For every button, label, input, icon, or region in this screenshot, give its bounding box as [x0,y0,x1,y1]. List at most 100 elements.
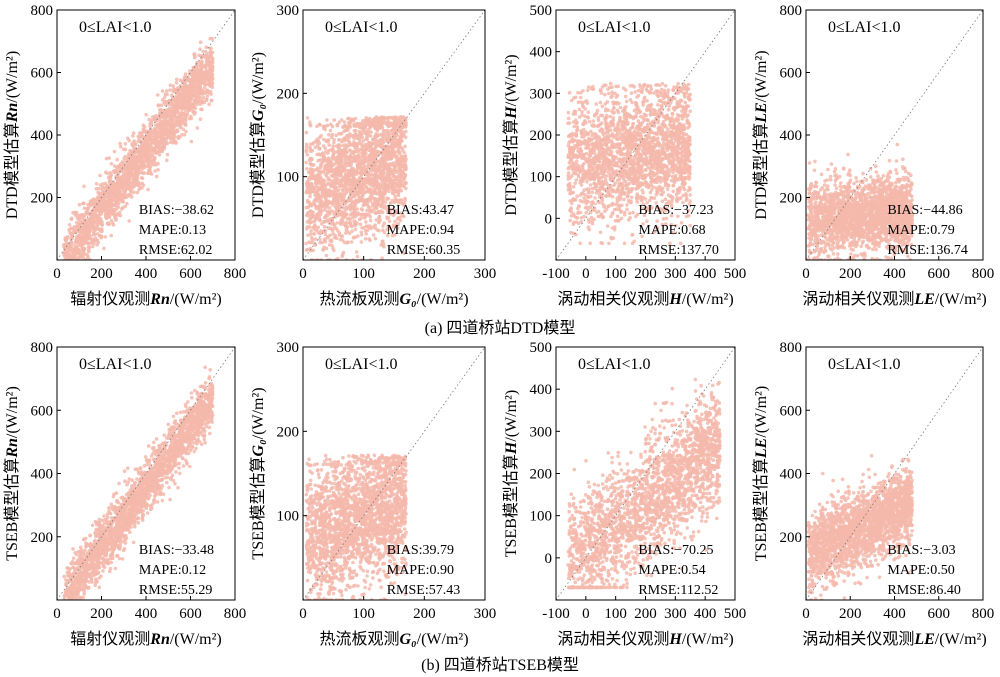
x-tick-label: 300 [474,266,497,282]
data-point [84,267,88,271]
y-tick-label: 200 [31,191,54,207]
data-point [147,165,152,169]
data-point [343,124,347,129]
data-point [566,171,571,175]
data-point [387,131,391,135]
data-point [77,202,82,207]
data-point [94,226,98,230]
y-axis-label-part: DTD模型估算 [2,122,21,219]
data-point [102,192,107,197]
x-axis-label-part: /(W/m²) [170,291,222,308]
data-point [575,194,579,198]
data-point [308,232,313,236]
data-point [381,228,385,232]
data-point [78,230,82,235]
data-point [173,100,177,104]
data-point [359,122,364,126]
data-point [380,205,384,209]
data-point [98,183,103,187]
data-point [384,163,389,167]
data-point [131,180,135,185]
data-point [304,205,309,210]
data-point [343,202,348,206]
data-point [169,118,174,122]
data-point [75,226,79,230]
data-point [117,181,122,185]
y-tick-label: 800 [31,3,54,19]
data-point [82,247,87,251]
data-point [170,108,174,113]
y-tick-label: 600 [31,66,54,82]
data-point [350,117,354,122]
data-point [343,181,348,185]
data-point [68,269,72,273]
data-point [381,224,385,228]
data-point [140,134,145,139]
data-point [393,208,398,213]
data-point [366,163,370,168]
data-point [84,235,89,240]
data-point [404,181,408,185]
data-point [379,124,383,129]
data-point [359,161,363,166]
data-point [69,253,74,258]
data-point [125,165,129,170]
data-point [350,166,354,171]
data-point [318,135,322,140]
data-point [122,183,127,188]
data-point [304,160,309,165]
data-point [364,224,369,229]
data-point [78,213,82,218]
data-point [169,99,173,104]
data-point [103,181,108,186]
data-point [398,198,402,202]
data-point [358,133,362,138]
data-point [134,174,138,178]
data-point [117,187,122,192]
data-point [140,186,144,190]
data-point [156,168,160,172]
x-tick-label: 600 [179,266,202,282]
data-point [336,146,341,150]
data-point [209,74,213,79]
data-point [109,198,114,202]
data-point [74,220,79,225]
data-point [100,207,104,211]
data-point [362,169,367,173]
data-point [366,122,370,126]
y-tick-label: 100 [277,170,300,186]
data-point [374,170,379,174]
data-point [115,157,119,162]
data-point [149,150,154,154]
data-point [603,177,608,182]
data-point [371,225,375,229]
data-point [382,221,387,226]
data-point [381,128,386,133]
data-point [99,204,103,209]
data-point [67,260,71,264]
data-point [200,107,204,112]
data-point [82,184,86,189]
data-point [315,137,320,142]
data-point [378,121,383,125]
data-point [315,212,319,217]
data-point [326,178,331,182]
data-point [183,81,187,85]
data-point [139,163,143,168]
data-point [363,237,368,241]
x-tick-label: 200 [90,266,113,282]
data-point [160,97,165,102]
data-point [158,149,163,154]
data-point [374,138,379,143]
data-point [103,212,108,217]
data-point [380,134,385,138]
data-point [104,204,108,209]
data-point [191,87,196,91]
data-point [357,137,361,141]
data-point [320,151,325,155]
data-point [157,153,162,157]
data-point [403,174,408,178]
data-point [582,214,586,219]
data-point [326,139,330,144]
data-point [156,93,160,97]
